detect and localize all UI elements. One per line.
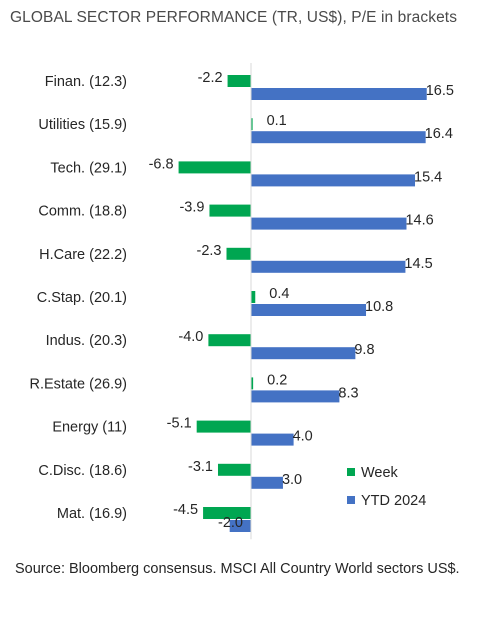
legend-label-week: Week [361, 465, 399, 481]
category-label: Comm. (18.8) [38, 204, 127, 220]
data-label-week: -2.2 [198, 70, 223, 86]
bar-week [196, 420, 251, 433]
data-label-week: -2.3 [197, 243, 222, 259]
bar-ytd [251, 304, 367, 316]
data-label-ytd: 16.5 [426, 83, 454, 99]
category-label: H.Care (22.2) [39, 247, 127, 263]
legend-swatch-ytd [347, 496, 355, 504]
data-label-ytd: 15.4 [414, 169, 442, 185]
bar-chart: Finan. (12.3) -2.2 16.5 Utilities (15.9) 0.1… [29, 63, 454, 540]
category-label: Mat. (16.9) [57, 506, 127, 522]
bar-week [226, 247, 251, 260]
category-label: Indus. (20.3) [46, 333, 127, 349]
legend-label-ytd: YTD 2024 [361, 493, 426, 509]
category-label: Tech. (29.1) [50, 160, 127, 176]
category-label: Utilities (15.9) [38, 117, 127, 133]
legend-swatch-week [347, 468, 355, 476]
bar-week [251, 377, 254, 390]
bar-ytd [251, 174, 416, 187]
data-label-ytd: 3.0 [282, 472, 302, 488]
data-label-week: -6.8 [149, 156, 174, 172]
chart-title: GLOBAL SECTOR PERFORMANCE (TR, US$), P/E… [10, 9, 458, 26]
bar-week [251, 291, 256, 303]
data-label-week: 0.1 [267, 113, 287, 129]
bar-ytd [251, 217, 407, 230]
category-label: R.Estate (26.9) [29, 376, 127, 392]
bar-ytd [251, 476, 283, 489]
data-label-ytd: 16.4 [425, 126, 453, 142]
bar-week [203, 507, 251, 519]
data-label-ytd: 8.3 [338, 385, 358, 401]
data-label-week: 0.4 [269, 286, 289, 302]
bar-week [178, 161, 251, 174]
category-label: Energy (11) [52, 420, 127, 436]
data-label-ytd: 4.0 [293, 429, 313, 445]
labels-layer: Finan. (12.3) -2.2 16.5 Utilities (15.9) 0.1… [29, 70, 453, 531]
source-note: Source: Bloomberg consensus. MSCI All Co… [15, 561, 460, 577]
data-label-week: -3.9 [179, 200, 204, 216]
bar-ytd [251, 88, 427, 100]
bar-ytd [251, 433, 294, 446]
bar-ytd [251, 260, 406, 273]
data-label-ytd: 9.8 [354, 342, 374, 358]
bar-week [208, 334, 251, 347]
bar-week [227, 75, 251, 87]
category-label: Finan. (12.3) [45, 74, 127, 90]
bar-ytd [251, 390, 340, 403]
bar-ytd [251, 347, 356, 360]
data-label-ytd: 14.6 [405, 213, 433, 229]
category-label: C.Disc. (18.6) [38, 463, 127, 479]
bar-week [217, 463, 251, 476]
data-label-week: -3.1 [188, 459, 213, 475]
data-label-ytd: 10.8 [365, 299, 393, 315]
bar-week [209, 204, 251, 217]
data-label-week: -5.1 [167, 416, 192, 432]
data-label-week: -4.5 [173, 502, 198, 518]
category-label: C.Stap. (20.1) [37, 290, 127, 306]
data-label-week: 0.2 [267, 372, 287, 388]
data-label-ytd: -2.0 [218, 515, 243, 531]
bars-layer [178, 75, 427, 532]
bar-week [251, 118, 253, 131]
bar-ytd [229, 520, 251, 532]
data-label-ytd: 14.5 [404, 256, 432, 272]
data-label-week: -4.0 [178, 329, 203, 345]
bar-ytd [251, 131, 426, 144]
legend: Week YTD 2024 [347, 465, 426, 509]
